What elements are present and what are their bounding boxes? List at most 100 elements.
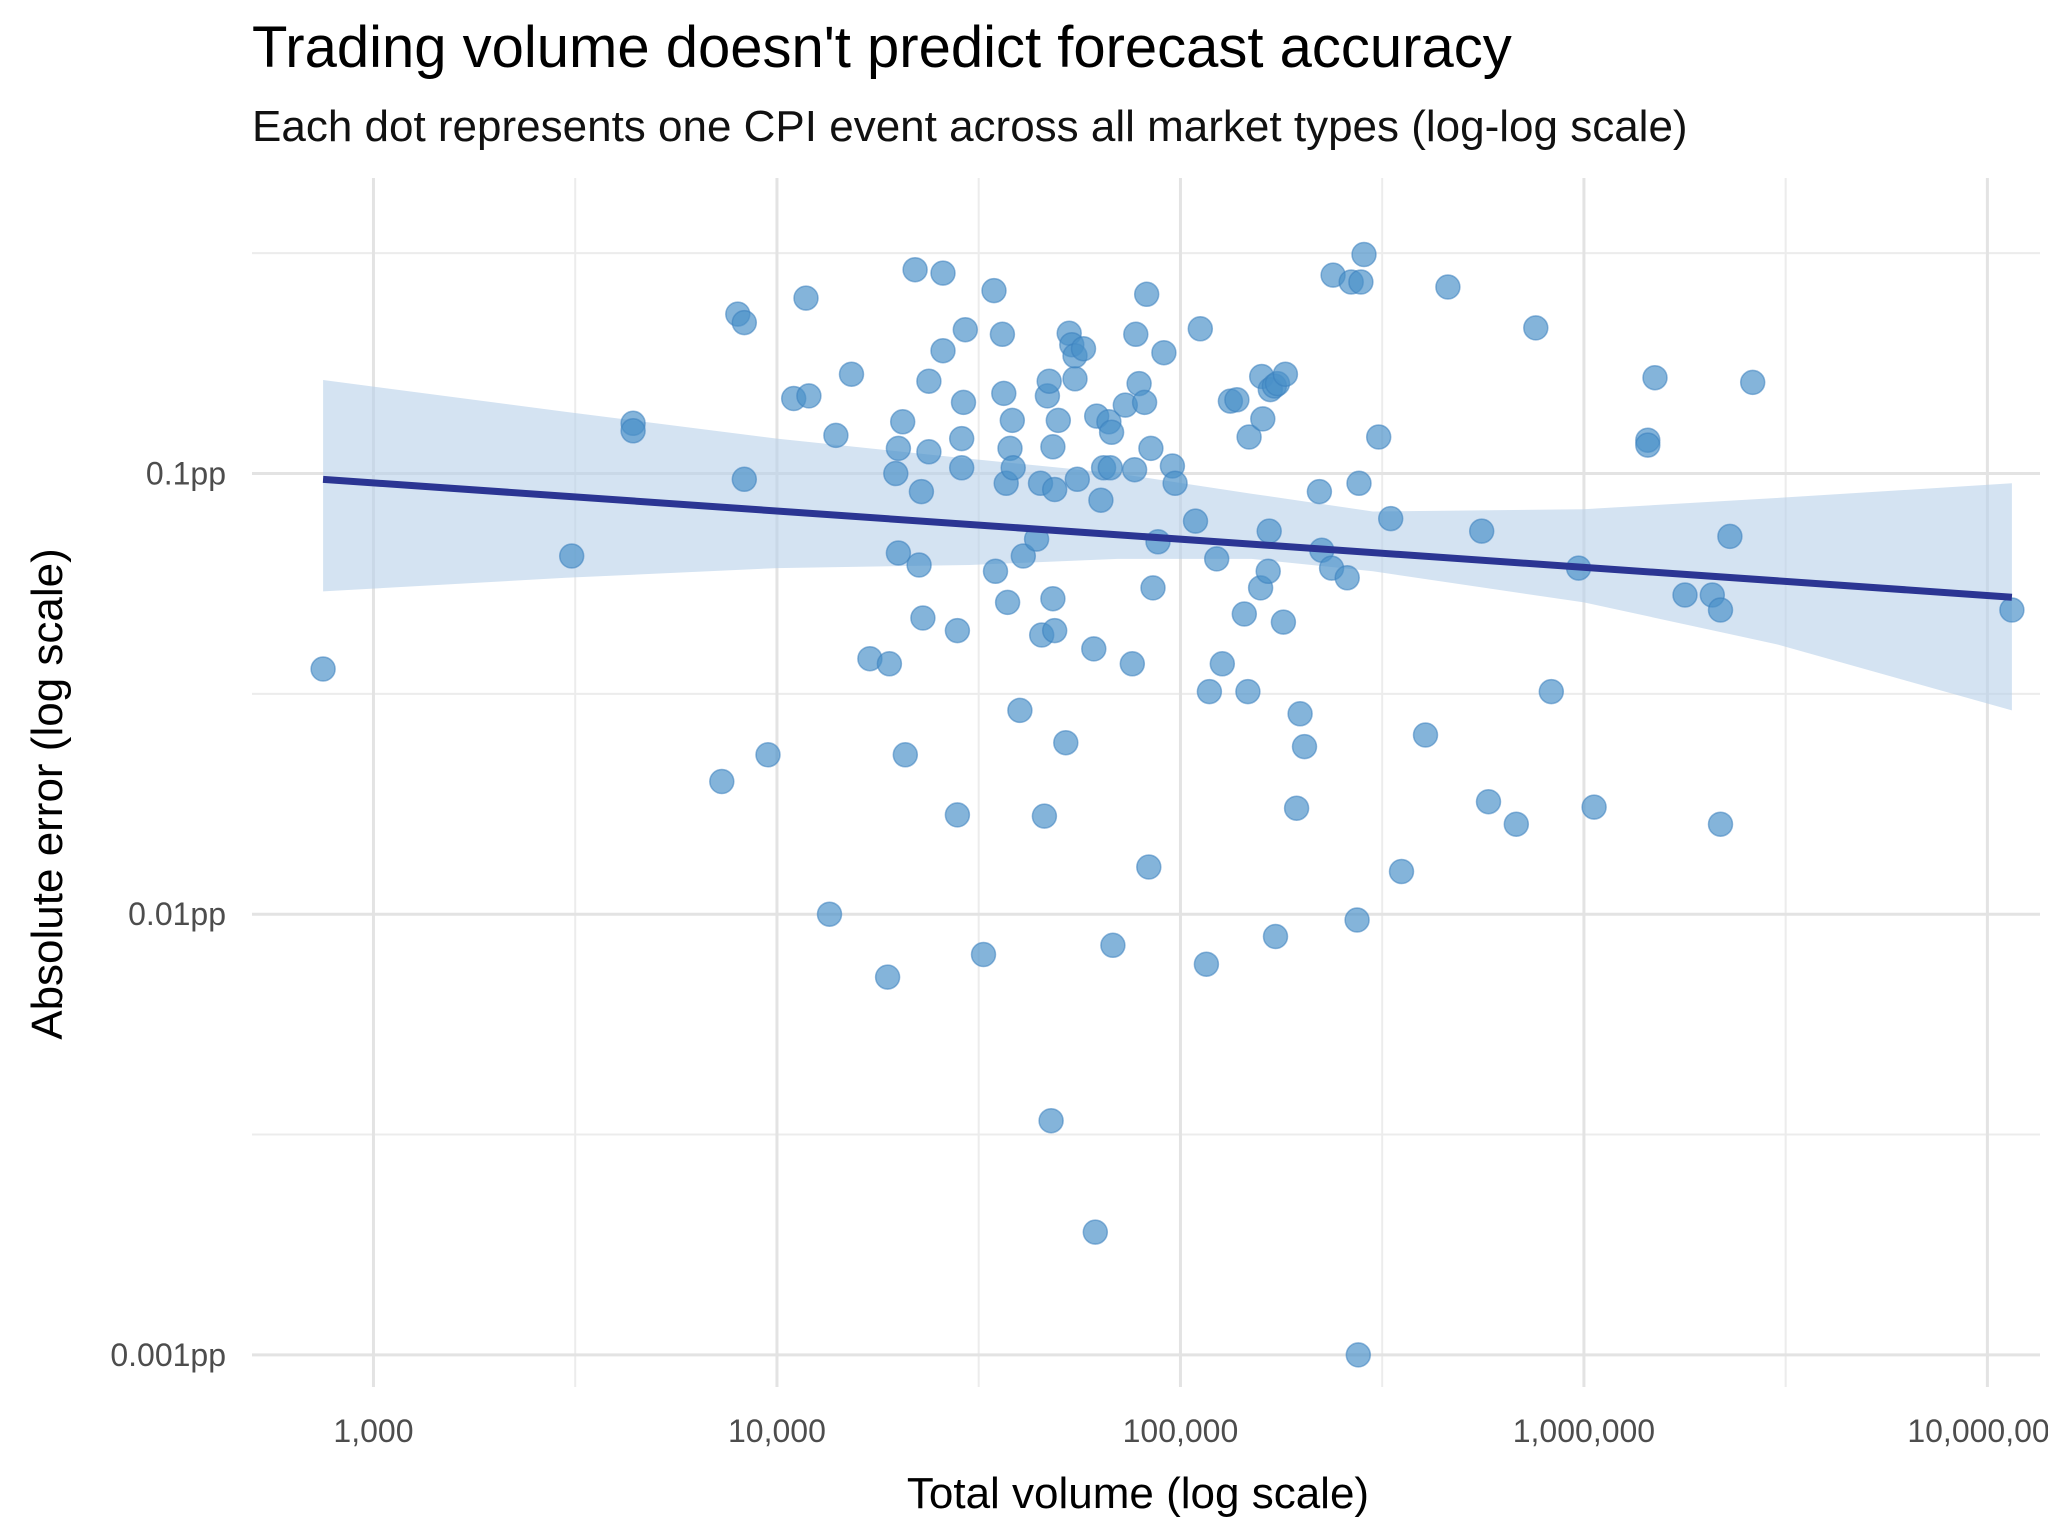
data-point bbox=[620, 418, 646, 444]
x-axis-ticks: 1,000 10,000 100,000 1,000,000 10,000,000 bbox=[333, 1413, 2048, 1449]
data-point bbox=[944, 617, 971, 644]
data-point bbox=[1707, 811, 1734, 837]
data-point bbox=[1182, 508, 1209, 534]
data-point bbox=[989, 321, 1016, 348]
data-point bbox=[1010, 543, 1037, 569]
x-axis-title: Total volume (log scale) bbox=[907, 1469, 1369, 1518]
data-point bbox=[1388, 858, 1415, 885]
data-point bbox=[731, 466, 758, 493]
data-point bbox=[1272, 361, 1299, 387]
data-point bbox=[1224, 387, 1250, 413]
data-point bbox=[948, 455, 975, 481]
x-tick-label: 10,000 bbox=[728, 1413, 826, 1449]
data-point bbox=[874, 964, 901, 990]
data-point bbox=[1538, 678, 1565, 705]
data-point bbox=[1133, 281, 1160, 308]
data-point bbox=[816, 901, 843, 927]
data-point bbox=[1344, 907, 1370, 933]
data-point bbox=[1209, 651, 1236, 677]
data-point bbox=[948, 425, 975, 452]
data-point bbox=[793, 285, 819, 311]
data-point bbox=[889, 409, 916, 435]
data-point bbox=[999, 407, 1026, 434]
data-point bbox=[994, 589, 1021, 616]
data-point bbox=[1193, 951, 1220, 977]
regression-line bbox=[322, 475, 2013, 601]
data-point bbox=[1581, 794, 1607, 820]
data-point bbox=[1523, 315, 1549, 341]
chart-subtitle: Each dot represents one CPI event across… bbox=[252, 102, 1688, 151]
x-tick-label: 10,000,000 bbox=[1907, 1413, 2048, 1449]
data-point bbox=[930, 260, 956, 286]
data-point bbox=[1162, 470, 1188, 497]
data-point bbox=[982, 558, 1009, 585]
data-point bbox=[1041, 617, 1068, 644]
data-point bbox=[1187, 316, 1214, 342]
data-point bbox=[1235, 678, 1261, 705]
data-point bbox=[1412, 722, 1439, 748]
fit-line-layer bbox=[322, 475, 2013, 601]
data-point bbox=[1131, 389, 1158, 416]
data-point bbox=[1635, 432, 1661, 458]
data-point bbox=[910, 605, 936, 631]
data-point bbox=[876, 651, 903, 677]
x-tick-label: 1,000,000 bbox=[1513, 1413, 1655, 1449]
data-point bbox=[796, 383, 822, 409]
data-point bbox=[1262, 923, 1289, 950]
data-point bbox=[970, 941, 997, 968]
x-tick-label: 100,000 bbox=[1123, 1413, 1239, 1449]
data-point bbox=[1255, 558, 1281, 585]
data-point bbox=[1365, 424, 1392, 450]
data-point bbox=[1377, 505, 1404, 532]
data-point bbox=[952, 316, 979, 343]
data-point bbox=[1283, 795, 1310, 821]
chart-title: Trading volume doesn't predict forecast … bbox=[252, 15, 1512, 80]
data-point bbox=[1468, 518, 1495, 544]
data-point bbox=[1196, 678, 1223, 705]
y-axis-ticks: 0.001pp 0.01pp 0.1pp bbox=[110, 456, 226, 1373]
data-point bbox=[892, 742, 919, 768]
data-point bbox=[1250, 406, 1276, 432]
data-point bbox=[916, 439, 942, 465]
data-point bbox=[1203, 546, 1230, 572]
data-point bbox=[1707, 597, 1734, 623]
data-point bbox=[1081, 636, 1107, 662]
data-point bbox=[1045, 407, 1072, 434]
data-point bbox=[1119, 651, 1146, 677]
data-point bbox=[1064, 466, 1091, 493]
y-tick-label: 0.1pp bbox=[146, 456, 226, 492]
data-point bbox=[1062, 366, 1088, 392]
data-point bbox=[883, 460, 909, 487]
data-point bbox=[1231, 601, 1258, 627]
data-point bbox=[1346, 470, 1372, 497]
data-point bbox=[930, 337, 956, 364]
data-point bbox=[1031, 803, 1058, 829]
data-point bbox=[1136, 854, 1162, 880]
data-point bbox=[1038, 1107, 1064, 1134]
data-point bbox=[731, 309, 758, 336]
data-point bbox=[310, 656, 336, 682]
data-point bbox=[1739, 369, 1766, 396]
data-point bbox=[1306, 478, 1333, 505]
data-point bbox=[1999, 597, 2025, 623]
data-point bbox=[1270, 609, 1297, 635]
y-tick-label: 0.01pp bbox=[128, 896, 226, 932]
data-point bbox=[1000, 455, 1026, 481]
data-point bbox=[950, 389, 977, 416]
data-point bbox=[1097, 455, 1124, 481]
data-point bbox=[1351, 241, 1377, 268]
data-point bbox=[1100, 932, 1126, 959]
data-point bbox=[885, 435, 912, 462]
data-point bbox=[1040, 585, 1066, 612]
data-point bbox=[558, 543, 585, 569]
data-point bbox=[823, 422, 849, 449]
x-tick-label: 1,000 bbox=[333, 1413, 413, 1449]
data-point bbox=[908, 478, 935, 505]
data-point bbox=[1121, 456, 1148, 483]
data-point bbox=[1151, 339, 1177, 366]
data-point bbox=[1140, 575, 1166, 601]
data-point bbox=[1348, 269, 1374, 295]
data-point bbox=[1435, 274, 1461, 300]
data-point bbox=[906, 552, 932, 578]
y-axis-title: Absolute error (log scale) bbox=[23, 548, 72, 1040]
